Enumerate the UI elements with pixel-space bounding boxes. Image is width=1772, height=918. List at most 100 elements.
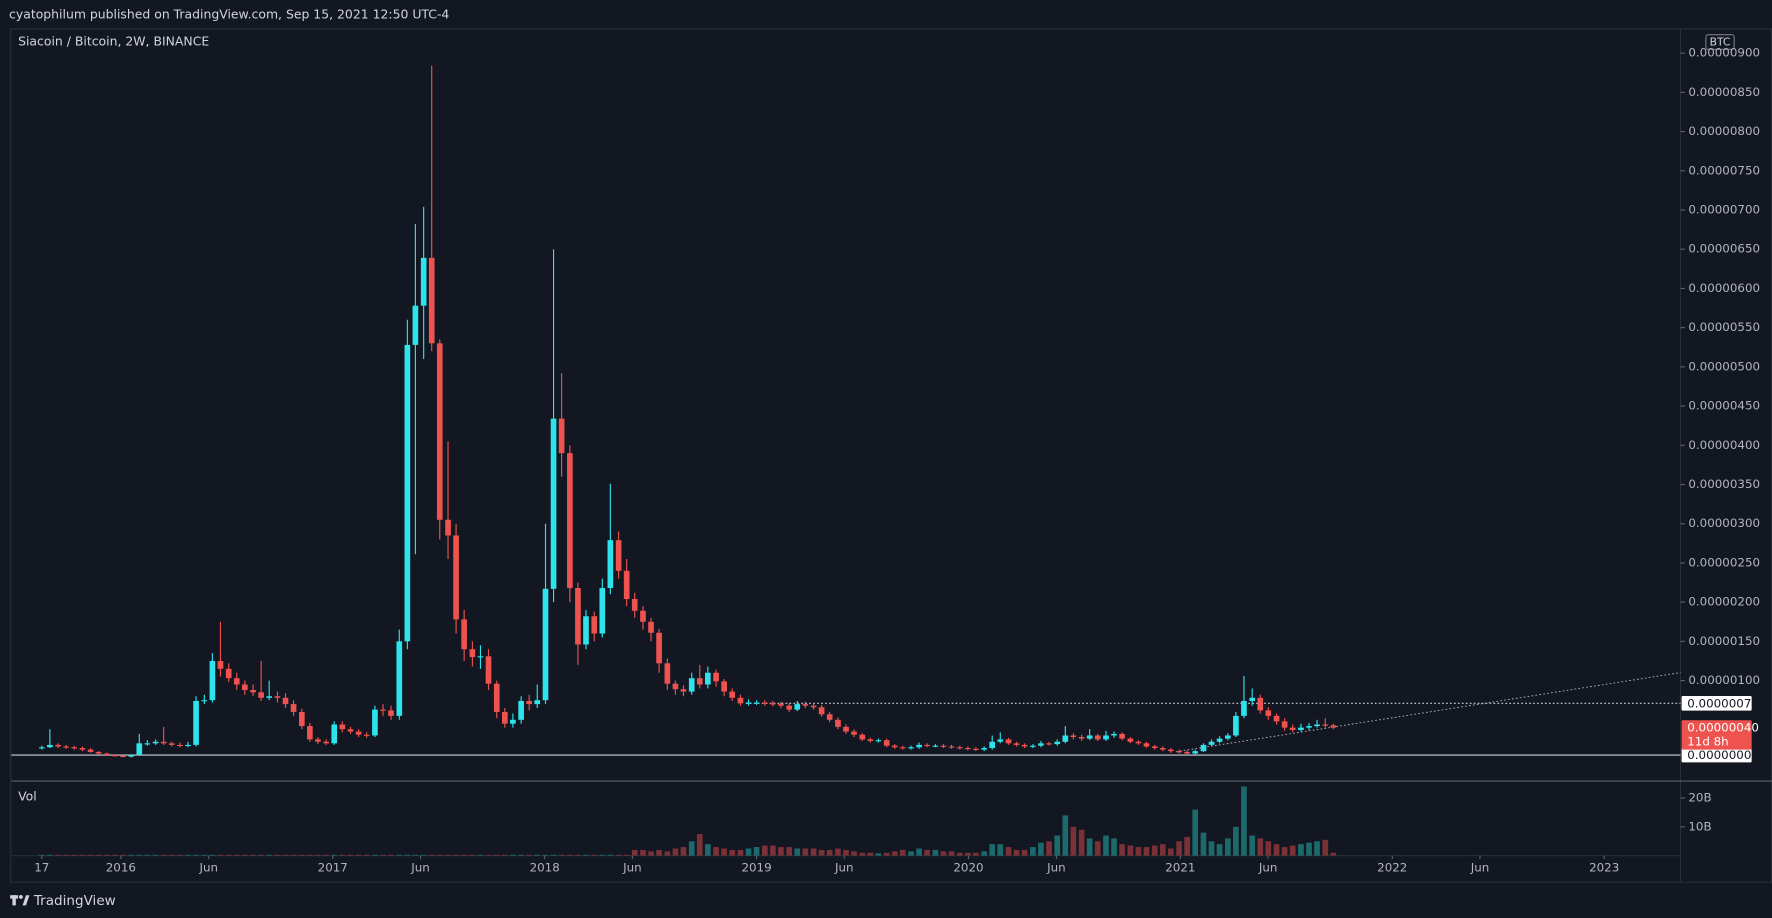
candle-body [185, 744, 191, 747]
candle-body [1159, 748, 1166, 750]
candle-body [404, 344, 411, 642]
x-tick-label: 2019 [741, 861, 771, 875]
volume-bar [510, 854, 516, 856]
volume-bar [729, 849, 736, 856]
candle-body [453, 535, 459, 620]
candle-body [63, 746, 70, 748]
volume-bar [981, 851, 987, 856]
volume-bar [241, 854, 248, 856]
tradingview-logo [10, 894, 30, 906]
volume-bar [266, 854, 273, 856]
candle-body [160, 741, 167, 744]
volume-bar [1257, 838, 1264, 856]
candle-body [623, 570, 630, 600]
volume-bar [778, 847, 784, 856]
x-tick-label: Jun [834, 861, 854, 875]
candle-body [412, 305, 419, 345]
volume-bar [1241, 786, 1247, 856]
candle-body [225, 668, 232, 679]
volume-bar [1070, 826, 1077, 856]
candle-body [794, 704, 801, 710]
candle-body [217, 660, 224, 669]
candle-body [1013, 743, 1020, 745]
volume-bar [1013, 849, 1020, 856]
candle-body [428, 257, 435, 344]
candle-body [542, 588, 549, 701]
candle-body [282, 697, 289, 705]
volume-bar [209, 854, 216, 856]
candle-body [688, 678, 695, 692]
volume-bar [550, 854, 557, 856]
volume-bar [1322, 839, 1329, 856]
candle-body [1094, 735, 1101, 740]
candle-body [883, 740, 890, 746]
volume-bar [71, 854, 78, 856]
volume-bar [1176, 841, 1182, 856]
candle-body [1273, 715, 1280, 722]
volume-bar [63, 854, 70, 856]
volume-bar [436, 854, 443, 856]
candle-body [120, 755, 126, 758]
volume-bar [477, 854, 484, 856]
volume-bar [217, 854, 224, 856]
symbol-title: Siacoin / Bitcoin, 2W, BINANCE [18, 33, 209, 48]
candle-body [323, 741, 330, 744]
candle-body [477, 656, 484, 658]
candle-body [1314, 724, 1320, 727]
volume-bar [1086, 838, 1093, 856]
volume-bar [1314, 841, 1320, 856]
volume-bar [282, 854, 289, 856]
volume-bar [396, 854, 403, 856]
candle-body [705, 672, 711, 685]
candle-body [47, 744, 53, 748]
candle-body [87, 749, 94, 752]
candle-body [469, 649, 476, 658]
volume-bar [599, 854, 606, 856]
candle-body [786, 705, 793, 710]
volume-bar [128, 854, 135, 856]
volume-bar [315, 854, 321, 856]
volume-title: Vol [18, 788, 37, 803]
candle-body [965, 748, 971, 750]
y-tick-label: 0.00000600 [1688, 281, 1760, 295]
candle-body [550, 418, 557, 589]
candle-body [1184, 751, 1190, 754]
candle-body [38, 747, 45, 749]
candle-body [1151, 746, 1158, 749]
candle-body [843, 726, 849, 732]
volume-bar [1135, 847, 1142, 856]
candle-body [1168, 749, 1174, 752]
candle-body [1143, 743, 1150, 747]
candle-body [534, 700, 541, 705]
volume-bar [965, 852, 971, 856]
candle-body [1021, 744, 1028, 747]
candle-body [916, 744, 922, 748]
candle-body [567, 453, 573, 589]
candle-body [583, 616, 589, 645]
volume-bar [388, 854, 394, 856]
candle-body [745, 702, 752, 704]
volume-bar [956, 852, 963, 856]
candle-body [1078, 737, 1085, 739]
volume-bar [794, 848, 801, 856]
candle-body [396, 641, 403, 716]
candle-body [875, 740, 882, 742]
volume-bar [1054, 835, 1061, 856]
y-tick-label: 0.00000150 [1688, 634, 1760, 648]
volume-bar [1225, 838, 1231, 856]
volume-bar [1111, 838, 1117, 856]
candle-body [388, 710, 394, 716]
last-price-box [1681, 720, 1752, 750]
candle-body [737, 697, 744, 704]
volume-bar [298, 854, 305, 856]
y-tick-label: 0.00000700 [1688, 202, 1760, 216]
candle-body [680, 689, 687, 692]
volume-bar [1273, 844, 1280, 856]
volume-bar [680, 847, 687, 856]
volume-bar [160, 854, 167, 856]
candle-body [168, 743, 175, 745]
candle-body [1135, 741, 1142, 744]
volume-bar [95, 854, 102, 856]
